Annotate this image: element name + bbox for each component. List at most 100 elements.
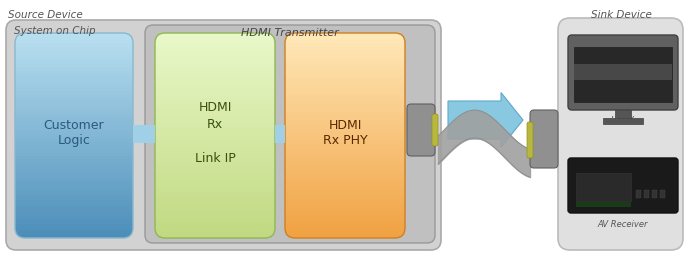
Bar (155, 187, 275, 190)
Bar (15, 166, 133, 170)
Bar (285, 214, 405, 218)
Bar (285, 183, 405, 187)
FancyBboxPatch shape (568, 158, 678, 213)
Bar (285, 40, 405, 43)
Bar (15, 204, 133, 207)
Text: Source Device: Source Device (8, 10, 83, 20)
Bar (155, 101, 275, 105)
Bar (15, 105, 133, 108)
Bar (285, 91, 405, 95)
Bar (155, 142, 275, 146)
Bar (285, 187, 405, 190)
Bar (15, 88, 133, 91)
Bar (155, 43, 275, 47)
FancyBboxPatch shape (558, 18, 683, 250)
Bar (285, 84, 405, 88)
Bar (15, 193, 133, 197)
Bar (15, 84, 133, 88)
Bar (155, 228, 275, 231)
Bar (15, 228, 133, 231)
Bar (652, 190, 657, 198)
FancyBboxPatch shape (530, 110, 558, 168)
Bar (155, 163, 275, 166)
Bar (15, 43, 133, 47)
Text: Customer
Logic: Customer Logic (43, 119, 104, 147)
Bar (15, 218, 133, 221)
Bar (285, 204, 405, 207)
Bar (15, 139, 133, 142)
Bar (155, 47, 275, 50)
Bar (155, 129, 275, 132)
Bar (155, 193, 275, 197)
Bar (15, 132, 133, 136)
Bar (155, 132, 275, 136)
Bar (155, 146, 275, 149)
Bar (285, 170, 405, 173)
Text: Sink Device: Sink Device (590, 10, 651, 20)
Bar (574, 64, 672, 80)
Bar (285, 173, 405, 177)
Bar (285, 231, 405, 234)
Bar (285, 218, 405, 221)
Bar (15, 129, 133, 132)
Bar (644, 190, 649, 198)
Bar (155, 88, 275, 91)
Bar (155, 125, 275, 129)
Bar (15, 170, 133, 173)
Text: HDTV: HDTV (611, 116, 635, 125)
Bar (155, 173, 275, 177)
FancyBboxPatch shape (432, 114, 438, 146)
Bar (15, 60, 133, 64)
Bar (155, 77, 275, 81)
Bar (275, 125, 285, 143)
Bar (15, 211, 133, 214)
Bar (15, 40, 133, 43)
Bar (285, 190, 405, 193)
Bar (285, 159, 405, 163)
Bar (15, 33, 133, 36)
Bar (15, 146, 133, 149)
Bar (15, 115, 133, 118)
Bar (155, 60, 275, 64)
Bar (155, 40, 275, 43)
Bar (285, 47, 405, 50)
Bar (155, 64, 275, 67)
Bar (15, 77, 133, 81)
Bar (285, 50, 405, 54)
Bar (155, 95, 275, 98)
Bar (285, 54, 405, 57)
Bar (155, 183, 275, 187)
Bar (15, 142, 133, 146)
Bar (15, 74, 133, 77)
Bar (285, 177, 405, 180)
Bar (285, 81, 405, 84)
Bar (155, 115, 275, 118)
Bar (155, 200, 275, 204)
Bar (155, 204, 275, 207)
Bar (15, 50, 133, 54)
Bar (15, 125, 133, 129)
Bar (285, 57, 405, 60)
Bar (155, 234, 275, 238)
Bar (15, 111, 133, 115)
Bar (155, 98, 275, 101)
Bar (285, 152, 405, 156)
Bar (285, 122, 405, 125)
Bar (15, 47, 133, 50)
Bar (285, 115, 405, 118)
Bar (155, 149, 275, 152)
Bar (285, 211, 405, 214)
Bar (155, 118, 275, 122)
Bar (285, 70, 405, 74)
Bar (15, 200, 133, 204)
Bar (285, 146, 405, 149)
Bar (285, 234, 405, 238)
Bar (285, 33, 405, 36)
Bar (15, 221, 133, 224)
Bar (285, 136, 405, 139)
Bar (155, 57, 275, 60)
Bar (155, 50, 275, 54)
Bar (285, 95, 405, 98)
Bar (155, 70, 275, 74)
Bar (574, 47, 672, 102)
